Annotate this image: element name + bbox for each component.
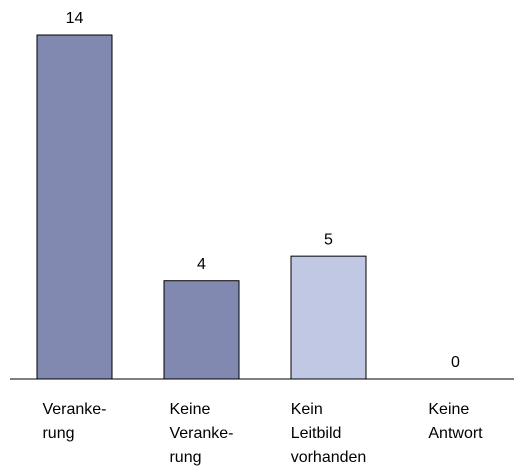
x-tick-label-line: Veranke- bbox=[42, 401, 106, 418]
x-tick-label: Keine Veranke-rung bbox=[169, 401, 233, 466]
x-tick-label-line: Leitbild bbox=[291, 425, 342, 442]
x-tick-label: Kein Leitbild vorhanden bbox=[291, 401, 367, 466]
x-tick-label-line: Keine bbox=[428, 401, 469, 418]
x-tick-label-line: Kein bbox=[291, 401, 323, 418]
x-tick-label-line: rung bbox=[169, 449, 201, 466]
x-tick-label-line: Veranke- bbox=[169, 425, 233, 442]
value-label: 0 bbox=[451, 354, 460, 371]
bar bbox=[36, 34, 113, 380]
x-tick-label-line: Keine bbox=[169, 401, 210, 418]
bar bbox=[163, 280, 240, 380]
x-tick-label-line: vorhanden bbox=[291, 449, 367, 466]
x-tick-label-line: rung bbox=[42, 425, 74, 442]
value-label: 4 bbox=[197, 256, 206, 273]
x-tick-label: Veranke-rung bbox=[42, 401, 106, 442]
value-label: 14 bbox=[66, 10, 84, 27]
x-tick-label-line: Antwort bbox=[428, 425, 483, 442]
value-label: 5 bbox=[324, 231, 333, 248]
x-tick-label: Keine Antwort bbox=[428, 401, 483, 442]
bar bbox=[290, 255, 367, 380]
